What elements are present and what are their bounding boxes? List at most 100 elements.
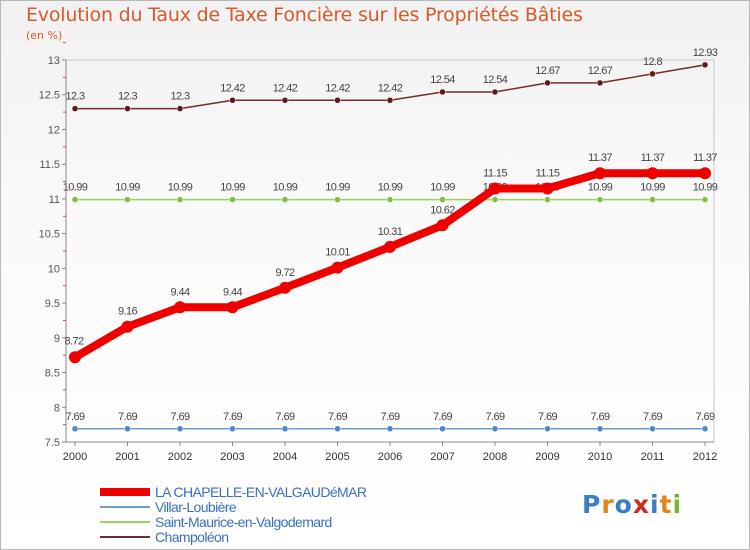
data-label: 10.99 (63, 182, 88, 194)
y-tick-label: 9 (54, 333, 60, 345)
x-tick-label: 2000 (63, 451, 87, 463)
data-label: 11.15 (483, 167, 507, 179)
data-label: 8.72 (64, 335, 83, 347)
data-point (649, 196, 656, 203)
data-label: 7.69 (695, 411, 714, 423)
data-point (71, 196, 79, 203)
data-label: 7.69 (223, 411, 242, 423)
y-tick-label: 8.5 (45, 368, 60, 380)
data-label: 10.99 (693, 182, 718, 194)
data-label: 7.69 (538, 411, 557, 423)
logo-letter: t (659, 490, 673, 519)
data-label: 7.69 (380, 411, 399, 423)
x-tick-label: 2012 (693, 451, 717, 463)
data-label: 10.99 (640, 182, 665, 194)
data-label: 10.99 (168, 182, 193, 194)
data-point (386, 196, 394, 203)
data-point (701, 425, 709, 433)
data-point (436, 219, 449, 232)
data-point (71, 105, 79, 112)
logo-letter: r (601, 490, 615, 519)
x-tick-label: 2003 (220, 451, 244, 463)
logo-letter: i (672, 490, 683, 519)
data-point (386, 425, 394, 433)
data-point (544, 196, 551, 203)
data-point (439, 196, 446, 203)
y-tick-label: 7.5 (45, 437, 60, 449)
data-point (226, 301, 239, 314)
legend-label: Villar-Loubière (155, 499, 237, 515)
data-label: 12.42 (220, 82, 245, 94)
data-point (439, 425, 446, 433)
x-tick-label: 2008 (483, 451, 507, 463)
x-tick-label: 2011 (641, 451, 665, 463)
data-label: 12.54 (430, 74, 455, 86)
y-tick-label: 13 (48, 55, 60, 67)
data-point (121, 320, 134, 333)
data-label: 9.44 (170, 286, 189, 298)
x-tick-label: 2006 (378, 451, 402, 463)
legend-label: Saint-Maurice-en-Valgodemard (155, 514, 332, 530)
y-tick-label: 12 (48, 124, 60, 136)
data-point (174, 301, 186, 314)
data-point (71, 425, 79, 433)
data-point (646, 167, 659, 180)
data-label: 12.3 (118, 91, 137, 103)
data-label: 10.99 (588, 182, 613, 194)
data-point (491, 196, 499, 203)
data-label: 7.69 (275, 411, 294, 423)
data-label: 10.31 (378, 226, 403, 238)
data-point (229, 97, 236, 104)
data-label: 12.67 (588, 65, 613, 77)
data-label: 9.16 (118, 306, 137, 318)
data-point (176, 196, 184, 203)
data-point (334, 196, 341, 203)
data-label: 9.72 (275, 267, 294, 279)
data-label: 12.3 (170, 91, 189, 103)
chart-title: Evolution du Taux de Taxe Foncière sur l… (26, 4, 583, 26)
data-point (596, 79, 604, 87)
data-label: 12.42 (378, 82, 403, 94)
y-tick-label: 9.5 (45, 298, 60, 310)
y-tick-label: 11 (49, 194, 60, 206)
y-tick-label: 8 (54, 402, 60, 414)
data-label: 11.15 (536, 167, 560, 179)
y-tick-label: 10 (48, 263, 60, 275)
data-point (544, 425, 551, 433)
data-point (649, 70, 656, 78)
data-label: 9.44 (223, 286, 242, 298)
data-label: 12.42 (273, 82, 298, 94)
data-point (491, 88, 499, 96)
data-point (124, 105, 131, 112)
x-tick-label: 2002 (168, 451, 192, 463)
x-tick-label: 2005 (325, 451, 349, 463)
data-point (334, 97, 341, 104)
data-label: 10.99 (220, 182, 245, 194)
data-point (649, 425, 656, 433)
data-label: 11.37 (693, 152, 717, 164)
data-label: 7.69 (590, 411, 609, 423)
data-label: 12.54 (483, 74, 508, 86)
data-label: 7.69 (643, 411, 662, 423)
data-label: 10.62 (430, 204, 455, 216)
data-point (491, 425, 499, 433)
data-label: 11.37 (641, 152, 665, 164)
x-tick-label: 2004 (273, 451, 297, 463)
data-point (281, 97, 289, 104)
data-point (279, 281, 291, 294)
data-point (281, 196, 289, 203)
data-point (699, 167, 711, 180)
data-label: 7.69 (485, 411, 504, 423)
data-label: 7.69 (328, 411, 347, 423)
x-tick-label: 2010 (588, 451, 612, 463)
x-tick-label: 2009 (535, 451, 559, 463)
data-point (544, 79, 551, 87)
legend-label: Champoléon (155, 529, 228, 545)
data-label: 12.93 (693, 47, 718, 59)
data-label: 10.99 (378, 182, 403, 194)
data-label: 10.01 (325, 247, 350, 259)
logo-letter: x (632, 490, 650, 519)
data-point (229, 425, 236, 433)
